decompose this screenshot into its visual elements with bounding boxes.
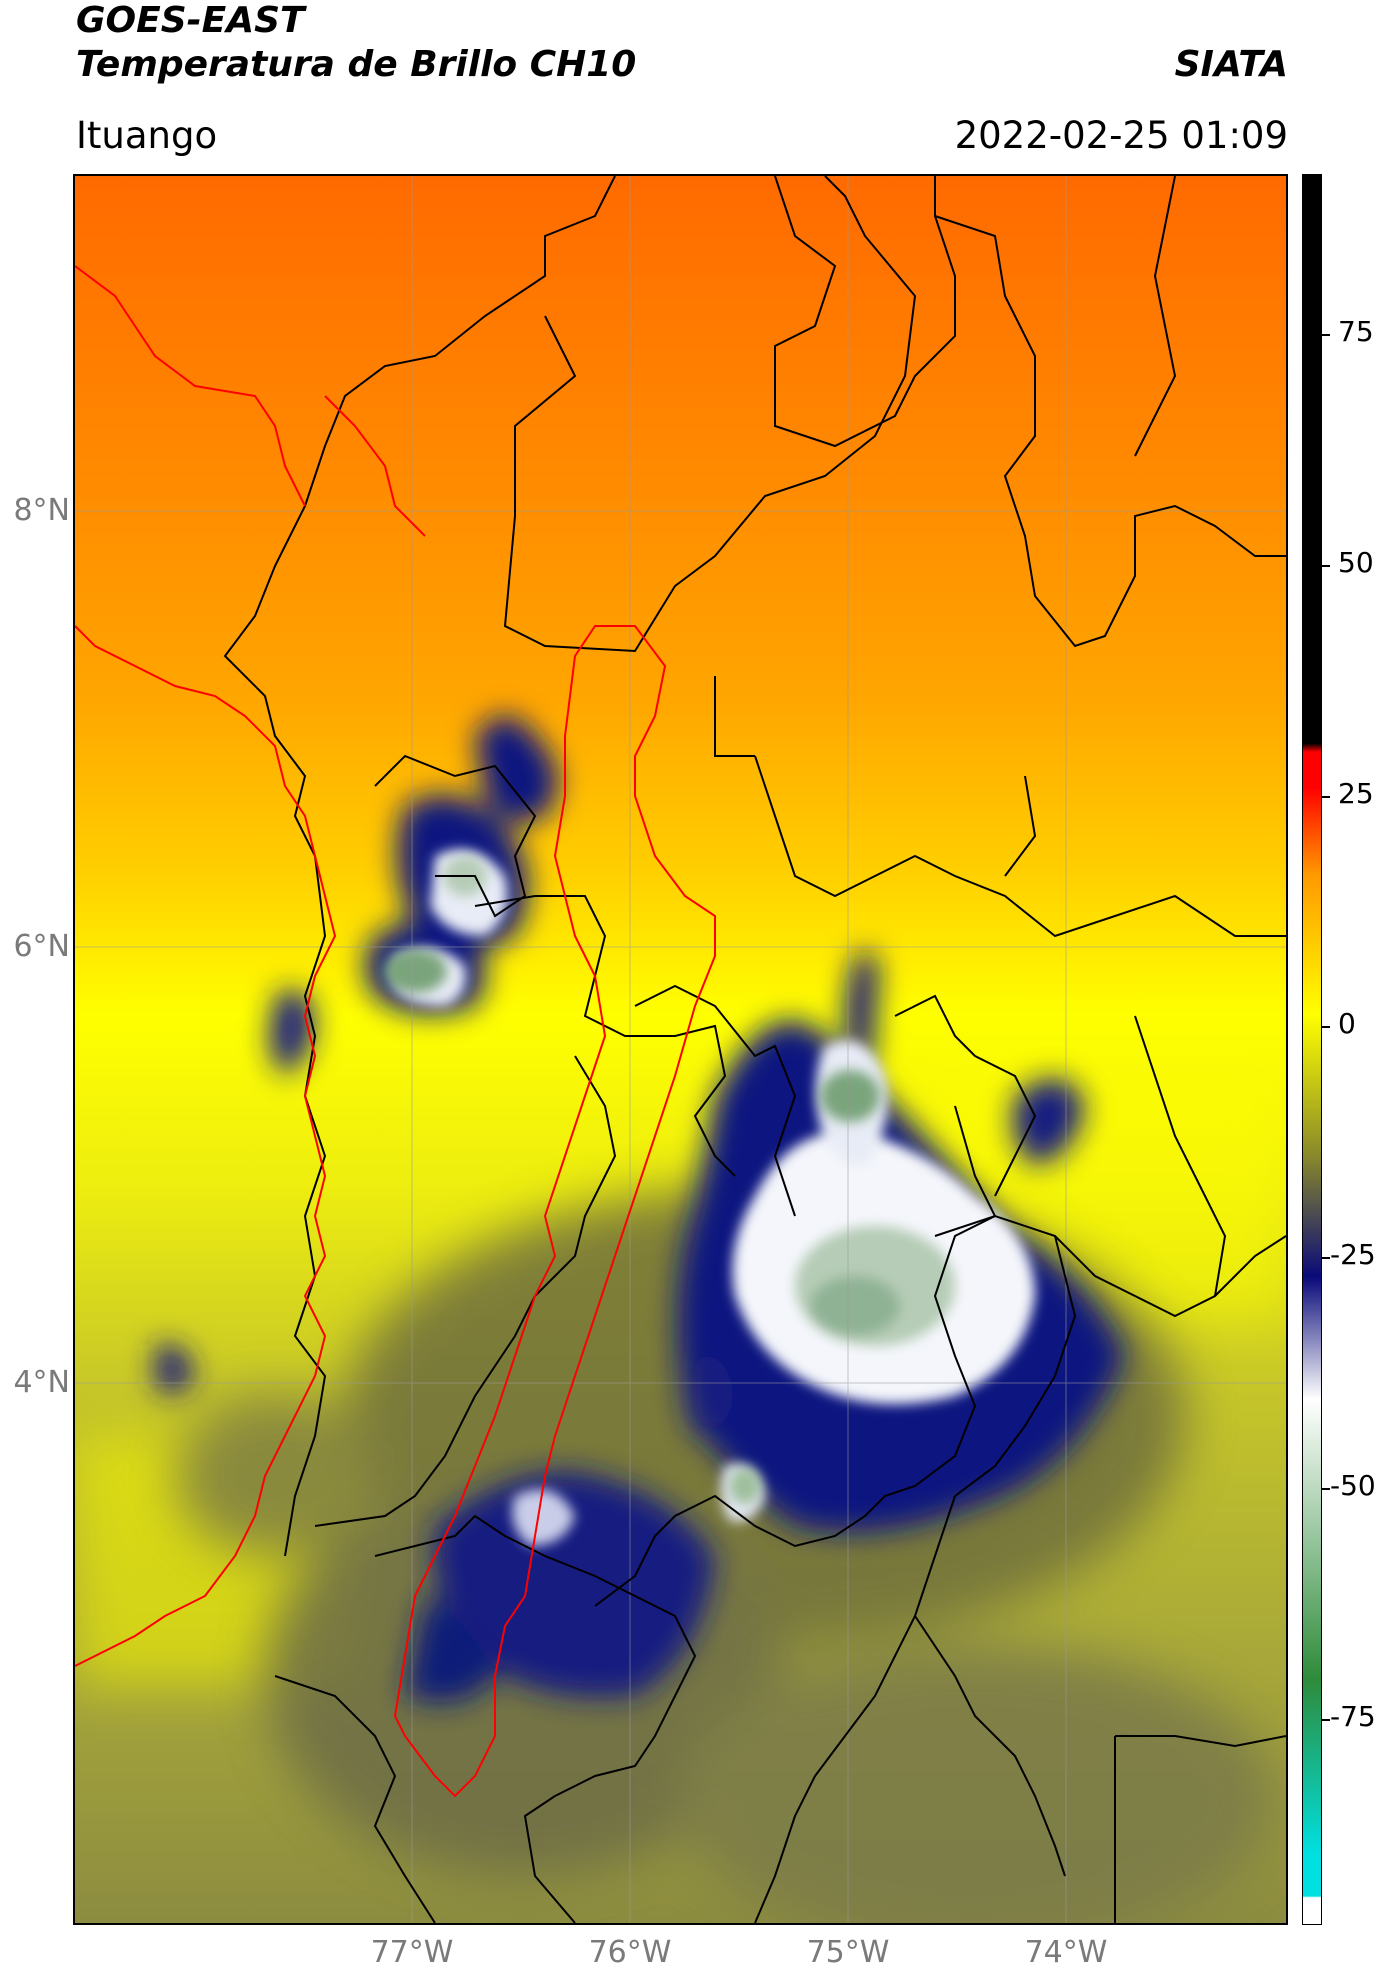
lon-label-74w: 74°W [1024,1935,1108,1970]
product-title: Temperatura de Brillo CH10 [76,44,637,85]
map-canvas [75,176,1286,1923]
lon-label-77w: 77°W [370,1935,454,1970]
lat-label-8n: 8°N [13,493,70,528]
cb-label-75: 75 [1338,315,1374,348]
cb-tick [1322,1026,1330,1028]
brightness-temperature-map [73,174,1288,1925]
cb-tick [1322,1488,1330,1490]
cb-label-minus25: -25 [1330,1238,1376,1271]
satellite-title: GOES-EAST [76,0,305,41]
datetime-label: 2022-02-25 01:09 [954,114,1288,157]
temperature-colorbar [1302,174,1322,1925]
cb-tick [1322,1719,1330,1721]
lat-label-4n: 4°N [13,1365,70,1400]
cb-label-minus50: -50 [1330,1469,1376,1502]
cb-label-0: 0 [1338,1007,1356,1040]
location-label: Ituango [76,114,218,157]
gridlines [75,176,1286,1923]
cloud-green-core [383,856,955,1504]
cb-tick [1322,1257,1330,1259]
red-borders [75,265,716,1798]
lon-label-75w: 75°W [806,1935,890,1970]
admin-borders [223,176,1286,1923]
agency-label: SIATA [1174,44,1288,85]
cb-tick [1322,565,1330,567]
cb-label-25: 25 [1338,777,1374,810]
lon-label-76w: 76°W [588,1935,672,1970]
cb-tick [1322,796,1330,798]
cb-label-minus75: -75 [1330,1700,1376,1733]
cb-label-50: 50 [1338,546,1374,579]
cb-tick [1322,334,1330,336]
lat-label-6n: 6°N [13,929,70,964]
